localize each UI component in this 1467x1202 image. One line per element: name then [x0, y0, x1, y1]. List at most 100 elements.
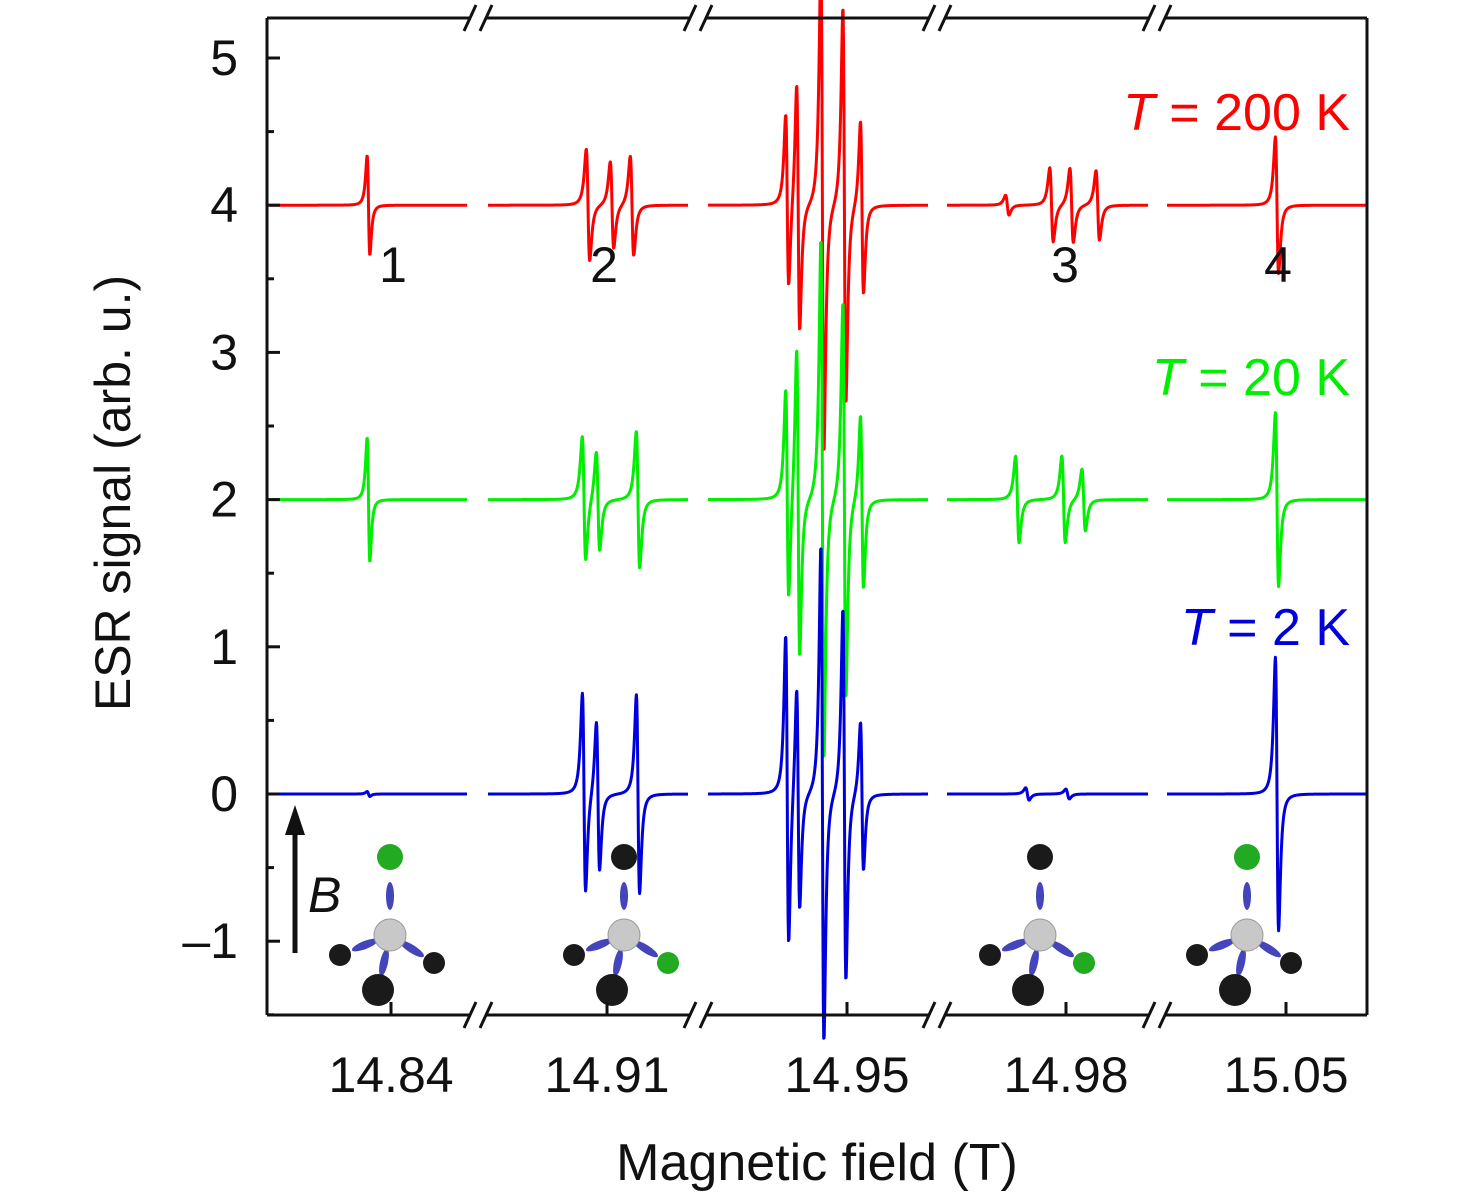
bond-left — [1208, 938, 1236, 952]
y-tick-label-0: –1 — [182, 913, 238, 969]
series-2-segment-2 — [706, 547, 930, 1040]
y-tick-label-1: 0 — [210, 766, 238, 822]
series-0 — [268, 0, 1369, 451]
peak-label-3: 3 — [1051, 237, 1079, 293]
x-tick-label-2: 14.95 — [784, 1047, 909, 1103]
bond-bottom — [1236, 948, 1246, 977]
legend-label-1: T = 20 K — [1152, 349, 1350, 407]
black-atom — [362, 974, 394, 1006]
black-atom — [1280, 952, 1302, 974]
black-atom — [611, 844, 637, 870]
series-1-segment-2 — [706, 240, 930, 758]
bond-top — [1243, 882, 1251, 910]
molecule-1 — [563, 844, 679, 1006]
axis-break-mark-1-0-1 — [698, 4, 714, 32]
molecule-0 — [329, 844, 445, 1006]
axis-break-mark-0-0-1 — [478, 4, 494, 32]
green-atom — [1234, 844, 1260, 870]
black-atom — [423, 952, 445, 974]
center-atom — [1230, 918, 1264, 952]
axis-break-mark-3-0-0 — [1141, 4, 1157, 32]
bond-right — [633, 940, 659, 958]
bond-right — [1256, 940, 1282, 958]
y-axis-label: ESR signal (arb. u.) — [85, 275, 141, 711]
series-2 — [268, 547, 1369, 1040]
bond-bottom — [379, 948, 389, 977]
axis-break-mark-2-1-1 — [937, 1001, 953, 1029]
x-tick-label-0: 14.84 — [328, 1047, 453, 1103]
bond-left — [1001, 938, 1029, 952]
axis-break-mark-1-1-1 — [698, 1001, 714, 1029]
black-atom — [596, 974, 628, 1006]
axis-break-mark-2-1-0 — [921, 1001, 937, 1029]
bond-right — [399, 940, 425, 958]
y-tick-label-3: 2 — [210, 472, 238, 528]
series-layer — [268, 0, 1369, 1040]
series-1-segment-0 — [268, 436, 469, 563]
axis-break-mark-3-1-0 — [1141, 1001, 1157, 1029]
series-1-segment-3 — [945, 454, 1150, 545]
axis-break-mark-0-0-0 — [462, 4, 478, 32]
series-2-segment-1 — [486, 691, 690, 896]
field-arrow-head — [285, 805, 305, 835]
black-atom — [563, 944, 585, 966]
black-atom — [1027, 844, 1053, 870]
y-tick-label-6: 5 — [210, 30, 238, 86]
y-tick-label-2: 1 — [210, 619, 238, 675]
bond-top — [386, 882, 394, 910]
bond-bottom — [1029, 948, 1039, 977]
axis-break-mark-1-0-0 — [682, 4, 698, 32]
x-axis-label: Magnetic field (T) — [616, 1134, 1018, 1192]
series-0-segment-2 — [706, 0, 930, 451]
series-2-segment-3 — [945, 786, 1150, 802]
peak-label-1: 2 — [590, 237, 618, 293]
black-atom — [1012, 974, 1044, 1006]
legend-label-2: T = 2 K — [1181, 599, 1350, 657]
peak-label-4: 4 — [1264, 237, 1292, 293]
black-atom — [329, 944, 351, 966]
green-atom — [377, 844, 403, 870]
bond-top — [620, 882, 628, 910]
center-atom — [373, 918, 407, 952]
black-atom — [979, 944, 1001, 966]
legend-variable-0: T — [1123, 84, 1158, 142]
legend-value-1: = 20 K — [1184, 349, 1351, 407]
axis-break-mark-0-1-0 — [462, 1001, 478, 1029]
series-2-segment-0 — [268, 790, 469, 798]
labels-layer: T = 200 KT = 20 KT = 2 K–101234514.84114… — [182, 30, 1350, 1103]
x-tick-label-3: 14.98 — [1003, 1047, 1128, 1103]
green-atom — [657, 952, 679, 974]
series-2-segment-4 — [1165, 655, 1369, 933]
legend-value-2: = 2 K — [1213, 599, 1351, 657]
molecule-inset-layer: B — [285, 805, 1302, 1006]
molecule-2 — [979, 844, 1095, 1006]
bond-left — [351, 938, 379, 952]
x-tick-label-1: 14.91 — [544, 1047, 669, 1103]
axis-break-mark-0-1-1 — [478, 1001, 494, 1029]
series-0-segment-3 — [945, 166, 1150, 244]
axis-break-mark-3-0-1 — [1157, 4, 1173, 32]
black-atom — [1219, 974, 1251, 1006]
legend-value-0: = 200 K — [1155, 84, 1350, 142]
y-tick-label-5: 4 — [210, 177, 238, 233]
x-tick-label-4: 15.05 — [1223, 1047, 1348, 1103]
axis-break-mark-3-1-1 — [1157, 1001, 1173, 1029]
series-1-segment-4 — [1165, 411, 1369, 589]
series-0-segment-0 — [268, 154, 469, 256]
axis-break-mark-1-1-0 — [682, 1001, 698, 1029]
legend-label-0: T = 200 K — [1123, 84, 1350, 142]
legend-variable-2: T — [1181, 599, 1216, 657]
axis-break-mark-2-0-0 — [921, 4, 937, 32]
series-1 — [268, 240, 1369, 758]
center-atom — [607, 918, 641, 952]
axis-break-mark-2-0-1 — [937, 4, 953, 32]
field-arrow-label: B — [308, 867, 341, 923]
axes-layer — [265, 4, 1369, 1029]
green-atom — [1073, 952, 1095, 974]
series-0-segment-4 — [1165, 135, 1369, 276]
center-atom — [1023, 918, 1057, 952]
bond-right — [1049, 940, 1075, 958]
series-1-segment-1 — [486, 430, 690, 570]
black-atom — [1186, 944, 1208, 966]
